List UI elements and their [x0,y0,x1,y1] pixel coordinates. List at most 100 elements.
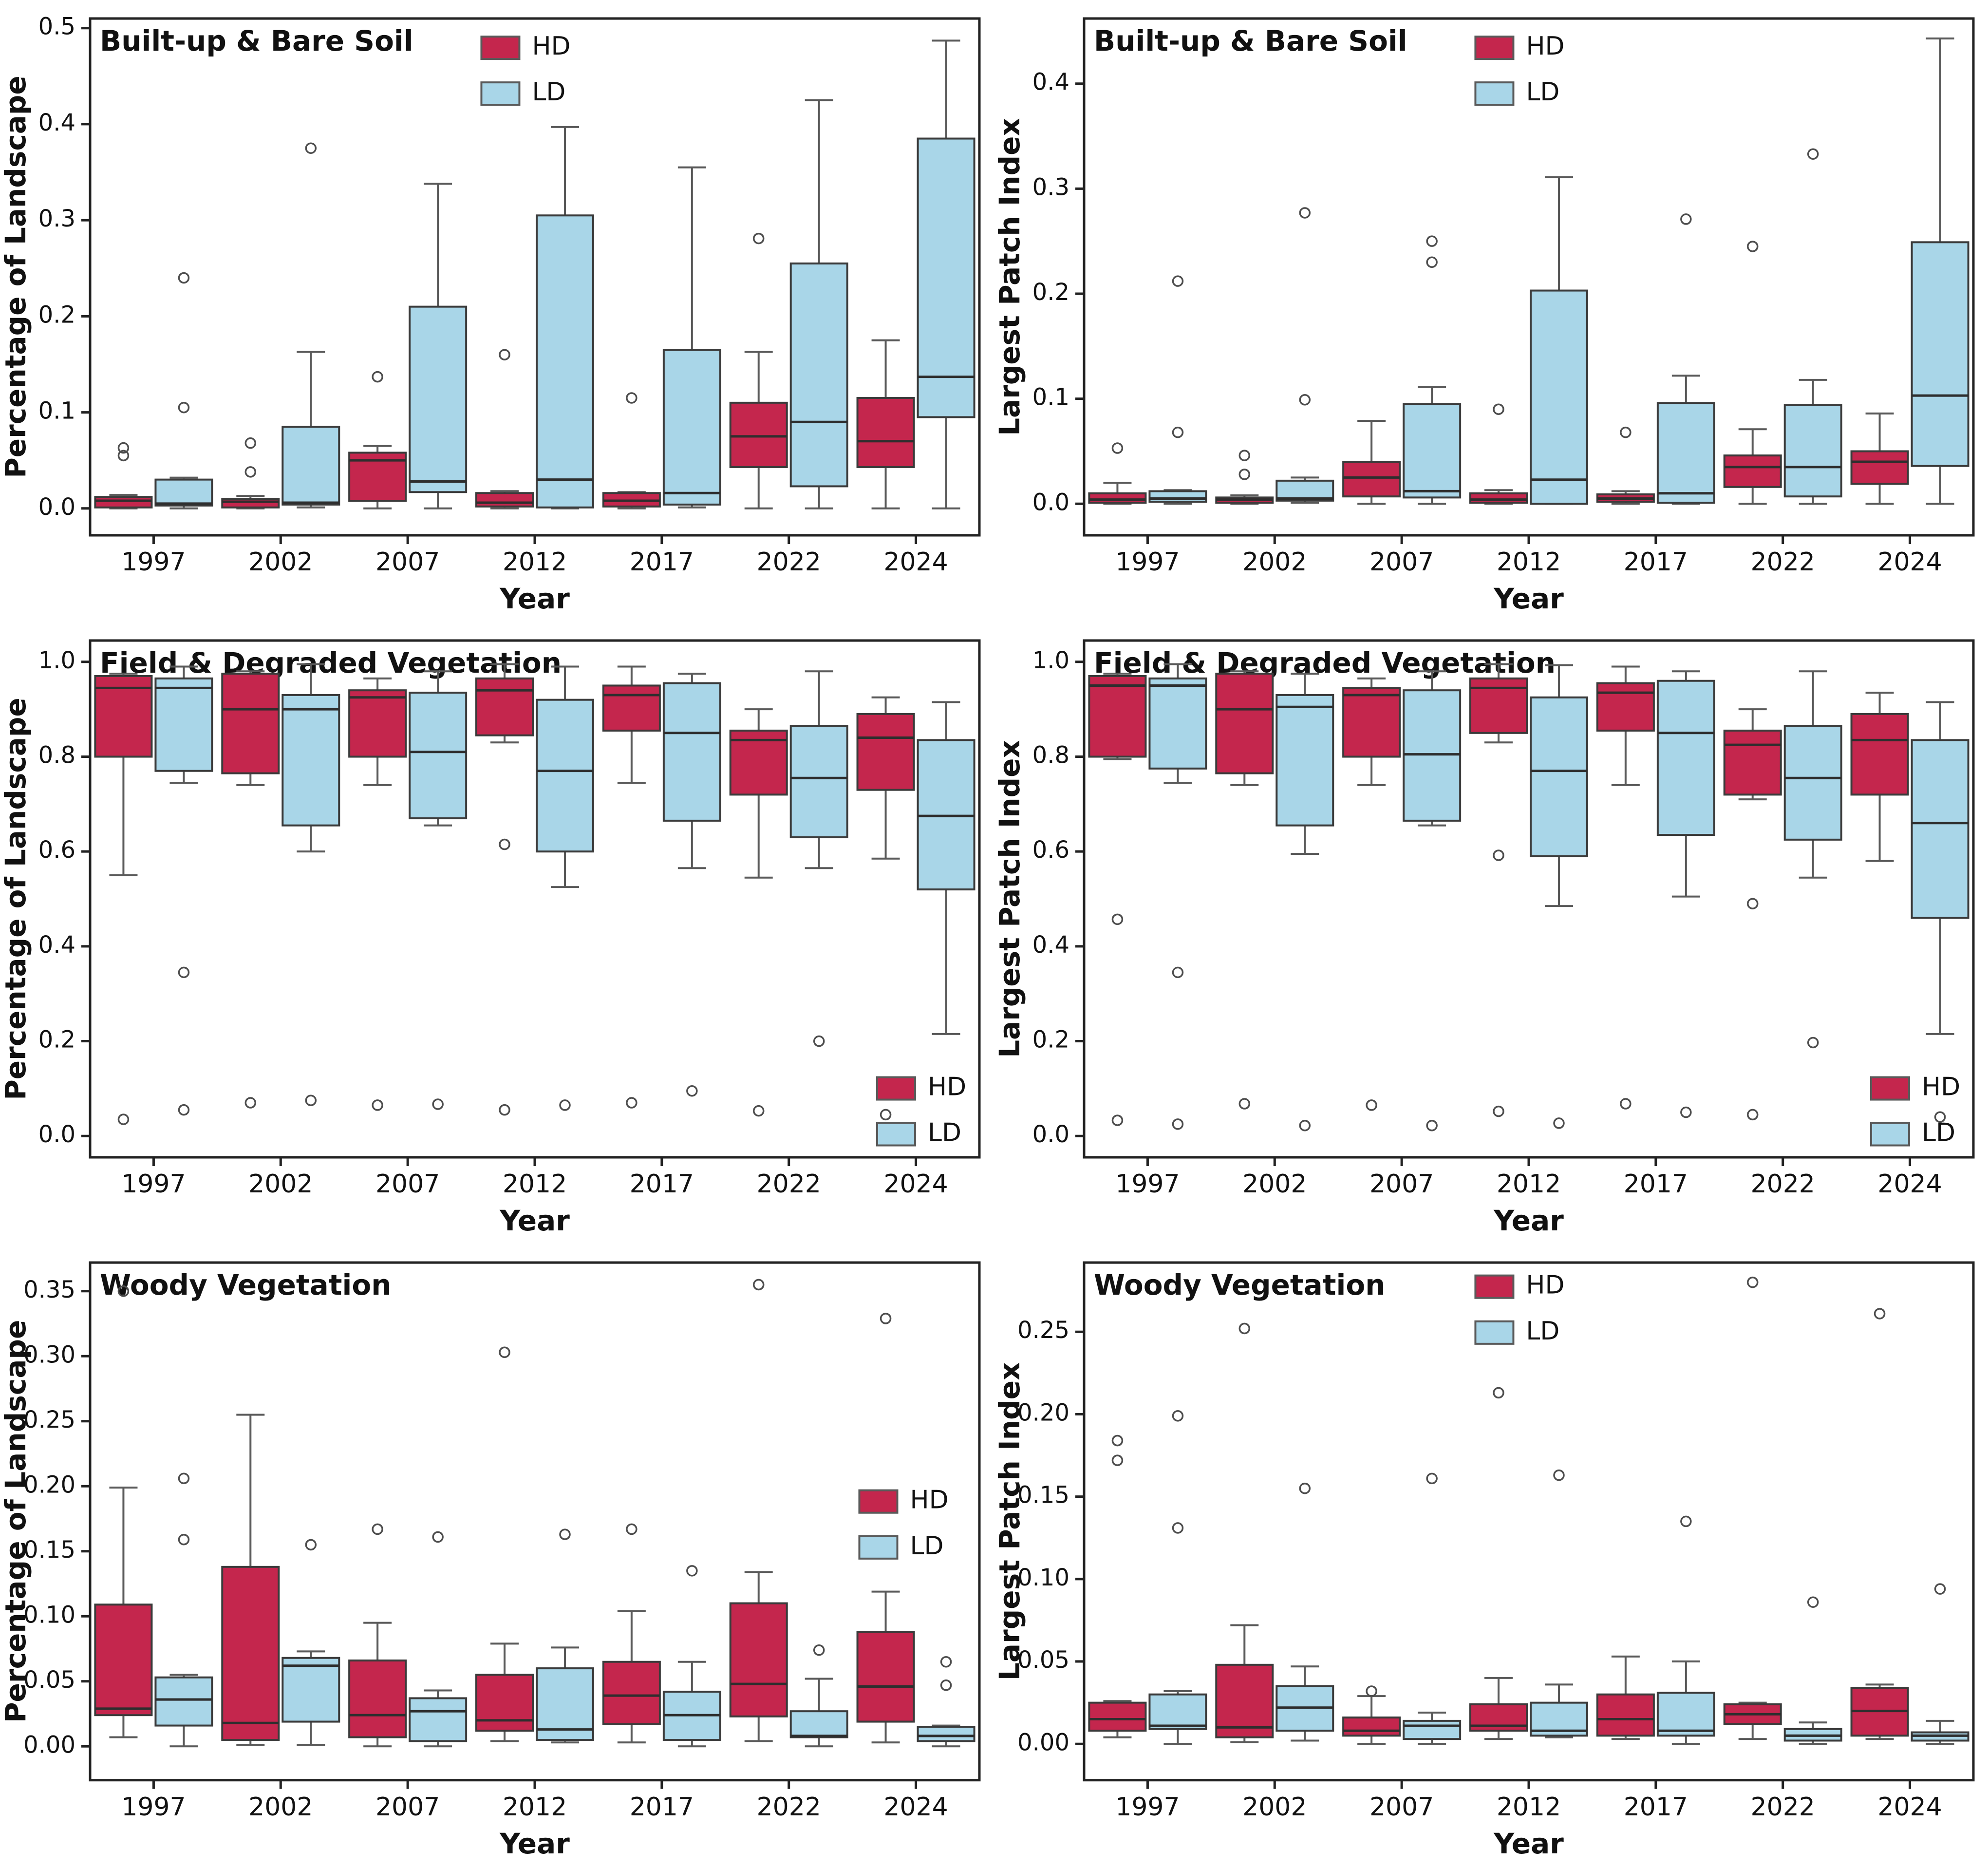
outlier-point [1807,148,1819,160]
box-ld-2017 [1656,402,1715,504]
outlier-point [813,1035,825,1047]
box-ld-2012 [1530,696,1588,857]
x-tick-label: 2022 [1751,1169,1815,1199]
x-axis-label: Year [1493,1204,1564,1237]
box-ld-2022 [1783,404,1842,498]
box-hd-2022 [729,401,788,468]
outlier-point [1620,1098,1632,1110]
boxplot-field-pland: 0.0 0.2 0.4 0.6 0.8 1.0 1997 2002 2007 2012 2017 20… [0,639,981,1237]
y-axis-label: Percentage of Landscape [0,75,32,478]
box-ld-1997 [1148,1693,1207,1730]
box-ld-2007 [1403,403,1462,499]
box-hd-2002 [1215,1663,1274,1738]
box-ld-2017 [662,682,721,822]
boxplot-woody-lpi: 0.00 0.05 0.10 0.15 0.20 0.25 1997 2002 2007 2012… [994,1261,1975,1860]
x-tick-label: 2017 [1624,547,1688,577]
y-tick-label: 0.6 [38,836,75,864]
outlier-point [1426,256,1438,268]
box-ld-2002 [281,426,340,506]
box-ld-2017 [1656,1692,1715,1737]
box-hd-1997 [94,675,153,758]
outlier-point [117,1113,130,1125]
outlier-point [1172,1522,1184,1534]
box-ld-1997 [154,478,213,507]
y-tick-label: 0.1 [1032,384,1069,411]
box-ld-1997 [1148,677,1207,770]
outlier-point [626,1523,638,1535]
outlier-point [1111,1454,1124,1466]
y-tick-label: 0.5 [38,13,75,40]
y-tick-label: 0.15 [23,1536,75,1564]
y-tick-label: 0.2 [38,301,75,328]
box-ld-2022 [789,262,848,488]
box-hd-2002 [221,1565,280,1741]
x-tick-label: 2007 [1369,1169,1434,1199]
panel-field-lpi: 0.0 0.2 0.4 0.6 0.8 1.0 1997 2002 2007 2012 2017 20… [994,622,1988,1244]
x-tick-label: 2017 [1624,1792,1688,1822]
x-tick-label: 2017 [630,547,694,577]
outlier-point [1493,403,1504,415]
outlier-point [1426,235,1438,247]
legend-label-ld: LD [910,1531,943,1561]
box-hd-2007 [1342,687,1401,758]
legend-swatch-hd [858,1489,899,1514]
box-hd-2002 [221,498,280,509]
panel-title: Field & Degraded Vegetation [1094,646,1556,679]
boxplot-builtup-pland: 0.0 0.1 0.2 0.3 0.4 0.5 1997 2002 2007 2012 2017 20… [0,13,981,615]
x-tick-label: 2007 [375,1169,440,1199]
box-hd-2022 [729,1602,788,1717]
x-tick-label: 2024 [1877,547,1942,577]
outlier-point [1426,1120,1438,1132]
y-tick-label: 0.1 [38,397,75,425]
outlier-point [1111,442,1124,454]
outlier-point [1934,1583,1946,1595]
box-hd-1997 [94,496,153,509]
box-ld-2002 [1275,694,1334,827]
outlier-point [1299,1120,1311,1132]
x-tick-label: 2017 [630,1792,694,1822]
box-hd-2007 [1342,461,1401,498]
y-tick-label: 0.4 [1032,69,1069,96]
outlier-point [1807,1037,1819,1049]
box-hd-2012 [1469,677,1528,734]
y-tick-label: 0.30 [23,1341,75,1368]
outlier-point [1807,1596,1819,1608]
outlier-point [305,1094,317,1106]
panel-builtup-lpi: 0.0 0.1 0.2 0.3 0.4 1997 2002 2007 2012 2017 2022 2… [994,0,1988,622]
x-axis-label: Year [1493,1827,1564,1860]
outlier-point [372,1523,383,1535]
outlier-point [1172,966,1184,979]
outlier-point [1746,241,1759,252]
y-tick-label: 0.05 [23,1666,75,1694]
outlier-point [880,1313,892,1324]
box-hd-2024 [856,713,915,791]
x-tick-label: 2002 [1242,1169,1307,1199]
x-tick-label: 2024 [1877,1169,1942,1199]
box-hd-2022 [1723,729,1782,796]
y-tick-label: 0.2 [1032,1026,1069,1054]
x-tick-label: 2012 [503,1792,567,1822]
box-ld-2002 [1275,479,1334,502]
y-axis-label: Largest Patch Index [994,118,1026,436]
x-tick-label: 1997 [121,1169,186,1199]
x-tick-label: 1997 [1115,1169,1180,1199]
outlier-point [559,1099,571,1111]
y-tick-label: 0.00 [1017,1729,1069,1756]
x-tick-label: 2012 [1497,547,1561,577]
outlier-point [244,437,257,449]
outlier-point [244,466,257,478]
outlier-point [178,1534,190,1546]
outlier-point [178,1472,190,1485]
box-hd-2022 [1723,454,1782,488]
y-tick-label: 0.4 [38,109,75,136]
outlier-point [940,1656,952,1668]
box-ld-2012 [536,698,594,853]
box-hd-2012 [475,677,534,736]
box-ld-2017 [1656,679,1715,836]
outlier-point [432,1531,444,1543]
x-tick-label: 2012 [1497,1169,1561,1199]
x-tick-label: 2007 [375,1792,440,1822]
y-tick-label: 0.2 [38,1026,75,1054]
box-hd-2024 [1850,450,1909,485]
